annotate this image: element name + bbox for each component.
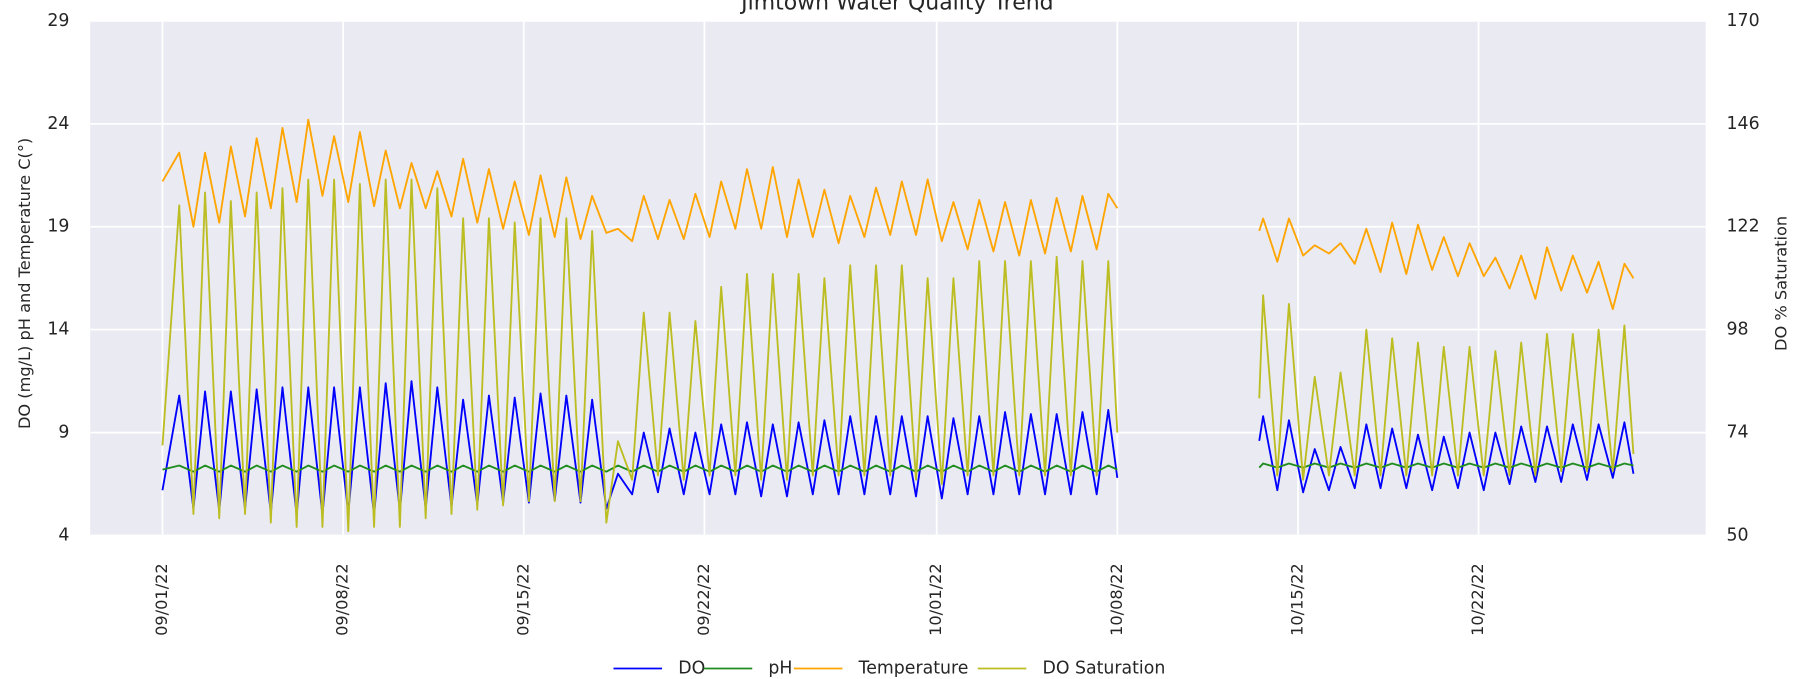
x-tick-label: 09/15/22 [513, 563, 532, 636]
legend-label: DO Saturation [1043, 658, 1166, 678]
x-tick-label: 09/08/22 [333, 563, 352, 636]
legend: DO pH Temperature DO Saturation [613, 658, 1165, 678]
y-tick-label: 19 [47, 217, 69, 237]
y2-tick-label: 122 [1727, 217, 1760, 237]
y2-tick-label: 98 [1727, 320, 1749, 340]
y-tick-label: 24 [47, 114, 69, 134]
y-tick-label: 29 [47, 11, 69, 31]
legend-label: DO [678, 658, 705, 678]
y-tick-label: 14 [47, 320, 69, 340]
y2-tick-label: 146 [1727, 114, 1760, 134]
y2-axis-label: DO % Saturation [1772, 216, 1791, 351]
x-tick-label: 10/01/22 [926, 563, 945, 636]
x-tick-label: 10/08/22 [1107, 563, 1126, 636]
series-line [161, 178, 1635, 533]
series-line [161, 118, 1635, 311]
legend-label: Temperature [858, 658, 969, 678]
y-axis-label: DO (mg/L) pH and Temperature C(°) [15, 138, 34, 429]
y-tick-label: 4 [58, 526, 69, 546]
legend-label: pH [768, 658, 792, 678]
series-line [162, 462, 1634, 473]
x-tick-label: 09/01/22 [152, 563, 171, 636]
y2-tick-label: 170 [1727, 11, 1760, 31]
y-tick-label: 9 [58, 423, 69, 443]
x-tick-label: 09/22/22 [694, 563, 713, 636]
x-tick-label: 10/15/22 [1287, 563, 1306, 636]
y2-tick-label: 50 [1727, 526, 1749, 546]
plot-background [90, 20, 1706, 536]
chart-title: Jimtown Water Quality Trend [739, 0, 1053, 16]
x-tick-label: 10/22/22 [1468, 563, 1487, 636]
y2-tick-label: 74 [1727, 423, 1749, 443]
